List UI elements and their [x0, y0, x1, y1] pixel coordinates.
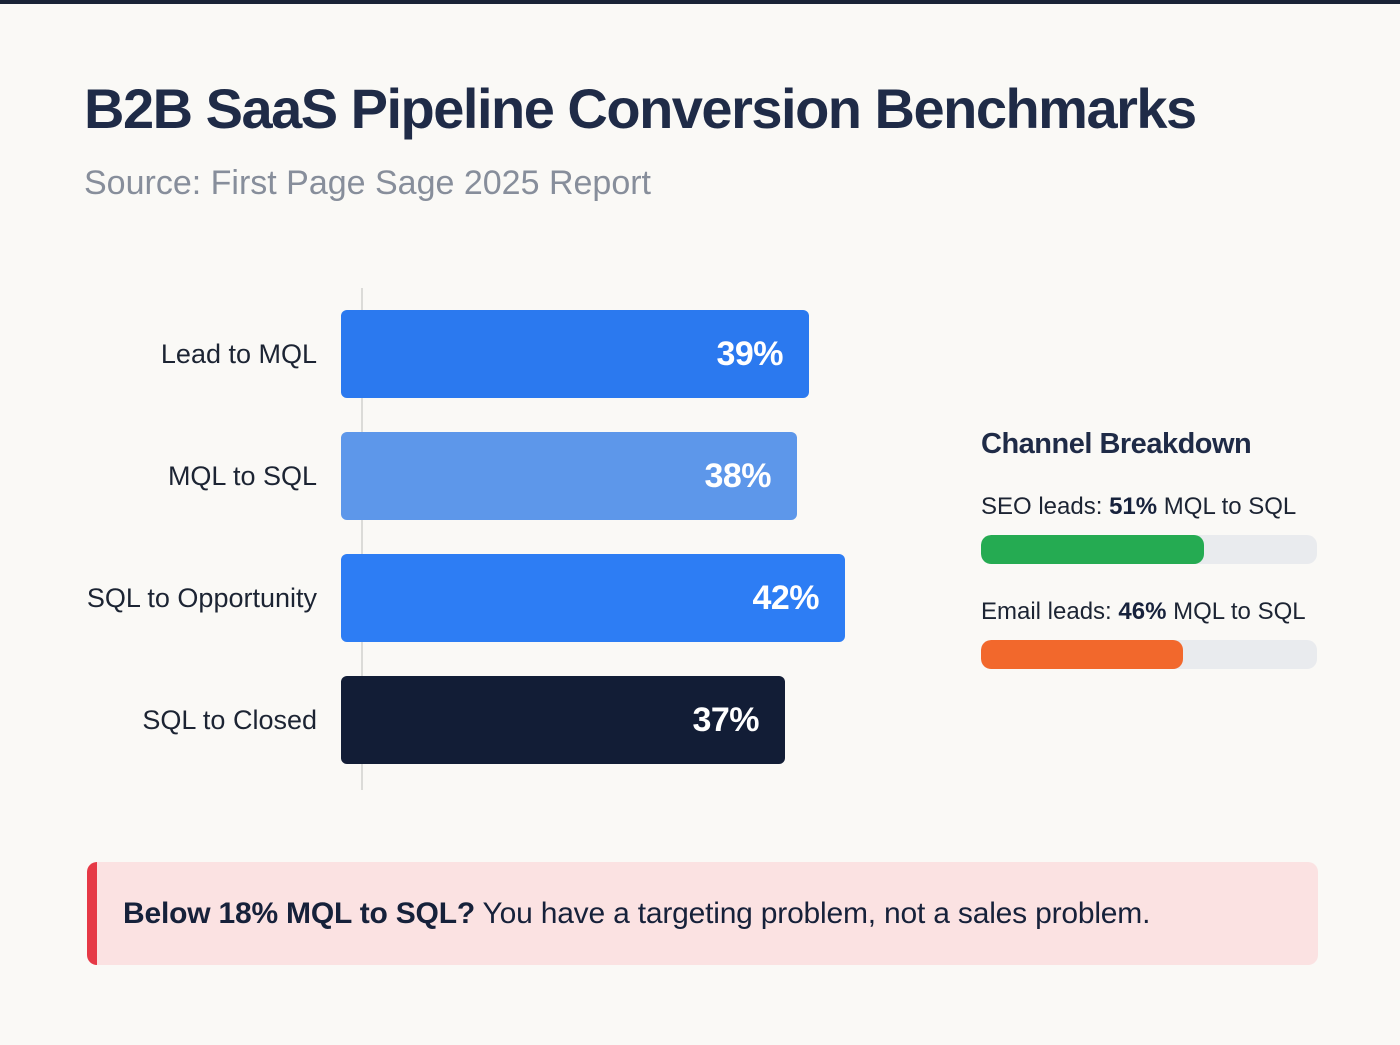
insight-callout-rest: You have a targeting problem, not a sale…: [474, 896, 1151, 930]
insight-callout: Below 18% MQL to SQL? You have a targeti…: [87, 862, 1318, 965]
seo-leads-label: SEO leads: 51% MQL to SQL: [981, 493, 1317, 521]
email-leads-value: 46%: [1118, 598, 1167, 625]
bar-category-label: Lead to MQL: [160, 338, 317, 369]
seo-progress-track: [981, 535, 1317, 564]
bar-lead-to-mql: 39%: [341, 310, 809, 398]
bar-row: MQL to SQL 38%: [85, 432, 845, 520]
seo-progress-fill: [981, 535, 1205, 564]
bar-category-label: SQL to Opportunity: [86, 582, 317, 613]
bar-row: Lead to MQL 39%: [85, 310, 845, 398]
channel-breakdown-heading: Channel Breakdown: [981, 428, 1252, 460]
seo-leads-suffix: MQL to SQL: [1157, 493, 1297, 520]
seo-leads-prefix: SEO leads:: [981, 493, 1110, 520]
email-leads-suffix: MQL to SQL: [1166, 598, 1306, 625]
seo-leads-value: 51%: [1109, 493, 1158, 520]
top-border: [0, 0, 1400, 4]
page-title: B2B SaaS Pipeline Conversion Benchmarks: [84, 77, 1197, 140]
conversion-bar-chart: Lead to MQL 39% MQL to SQL 38% SQL to Op…: [85, 310, 845, 798]
bar-value-label: 42%: [752, 578, 819, 617]
insight-callout-bold: Below 18% MQL to SQL?: [123, 896, 475, 930]
email-progress-fill: [981, 640, 1183, 669]
chart-axis-line: [361, 288, 363, 790]
bar-value-label: 39%: [716, 334, 783, 373]
bar-row: SQL to Opportunity 42%: [85, 554, 845, 642]
bar-mql-to-sql: 38%: [341, 432, 797, 520]
email-progress-track: [981, 640, 1317, 669]
page-subtitle: Source: First Page Sage 2025 Report: [84, 164, 651, 202]
bar-category-label: MQL to SQL: [167, 460, 317, 491]
bar-value-label: 37%: [692, 700, 759, 739]
email-leads-prefix: Email leads:: [981, 598, 1119, 625]
bar-sql-to-closed: 37%: [341, 676, 785, 764]
email-leads-label: Email leads: 46% MQL to SQL: [981, 598, 1317, 626]
channel-breakdown-panel: Channel Breakdown SEO leads: 51% MQL to …: [981, 428, 1317, 703]
bar-sql-to-opportunity: 42%: [341, 554, 845, 642]
insight-callout-text: Below 18% MQL to SQL? You have a targeti…: [123, 897, 1150, 931]
bar-row: SQL to Closed 37%: [85, 676, 845, 764]
bar-category-label: SQL to Closed: [142, 704, 317, 735]
bar-value-label: 38%: [704, 456, 771, 495]
